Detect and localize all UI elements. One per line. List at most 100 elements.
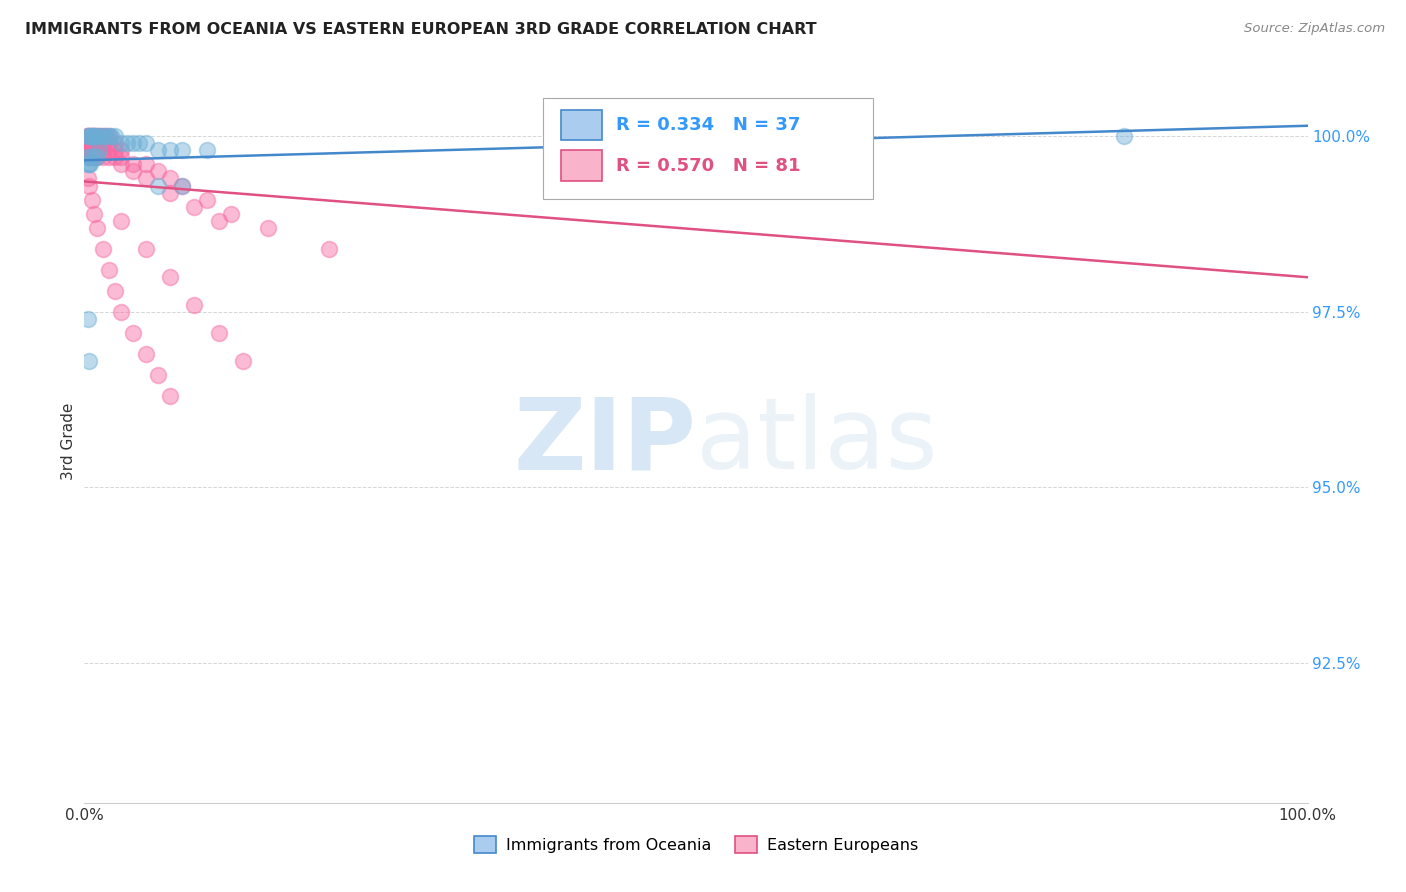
- Point: [86, 144, 108, 158]
- Point: [77, 136, 100, 151]
- Point: [82, 136, 104, 151]
- Point: [86, 151, 108, 165]
- Point: [104, 136, 127, 151]
- Point: [91, 129, 114, 144]
- Point: [77, 311, 100, 326]
- Point: [318, 242, 340, 256]
- Point: [80, 193, 103, 207]
- Point: [86, 151, 108, 165]
- Point: [79, 144, 101, 158]
- Point: [100, 129, 122, 144]
- Point: [77, 129, 100, 144]
- Point: [77, 151, 100, 165]
- Point: [97, 151, 120, 165]
- Point: [110, 144, 132, 158]
- Point: [135, 157, 157, 171]
- Point: [219, 206, 242, 220]
- Point: [91, 136, 114, 151]
- Point: [77, 354, 100, 368]
- Point: [91, 151, 114, 165]
- Point: [807, 129, 830, 144]
- Point: [172, 178, 194, 193]
- Point: [91, 242, 114, 256]
- Point: [122, 326, 145, 340]
- Text: atlas: atlas: [696, 393, 938, 490]
- Point: [77, 157, 100, 171]
- Point: [83, 129, 105, 144]
- Point: [97, 129, 120, 144]
- Point: [208, 326, 231, 340]
- Point: [172, 144, 194, 158]
- Point: [77, 144, 100, 158]
- Text: R = 0.570   N = 81: R = 0.570 N = 81: [616, 156, 801, 175]
- Point: [80, 144, 103, 158]
- Point: [77, 136, 100, 151]
- Point: [86, 136, 108, 151]
- Point: [77, 178, 100, 193]
- Point: [91, 144, 114, 158]
- Point: [77, 157, 100, 171]
- Point: [79, 151, 101, 165]
- Point: [79, 157, 101, 171]
- Point: [97, 136, 120, 151]
- Point: [77, 151, 100, 165]
- Text: ZIP: ZIP: [513, 393, 696, 490]
- Point: [77, 129, 100, 144]
- Point: [146, 368, 169, 382]
- Point: [76, 129, 98, 144]
- Point: [135, 136, 157, 151]
- Point: [80, 151, 103, 165]
- Point: [159, 171, 181, 186]
- Y-axis label: 3rd Grade: 3rd Grade: [60, 403, 76, 480]
- Point: [80, 136, 103, 151]
- Point: [93, 129, 115, 144]
- Point: [110, 136, 132, 151]
- Point: [77, 129, 100, 144]
- Point: [146, 144, 169, 158]
- Point: [104, 284, 127, 298]
- Point: [122, 136, 145, 151]
- Point: [80, 129, 103, 144]
- Legend: Immigrants from Oceania, Eastern Europeans: Immigrants from Oceania, Eastern Europea…: [467, 830, 925, 860]
- Point: [208, 213, 231, 227]
- Point: [195, 193, 218, 207]
- Point: [110, 213, 132, 227]
- Point: [159, 389, 181, 403]
- Point: [87, 129, 110, 144]
- Point: [135, 242, 157, 256]
- Point: [84, 129, 107, 144]
- Point: [80, 129, 103, 144]
- Point: [83, 129, 105, 144]
- FancyBboxPatch shape: [543, 98, 873, 200]
- Point: [110, 305, 132, 319]
- Point: [135, 171, 157, 186]
- Point: [747, 136, 769, 151]
- Point: [87, 144, 110, 158]
- Point: [83, 151, 105, 165]
- Point: [195, 144, 218, 158]
- Text: Source: ZipAtlas.com: Source: ZipAtlas.com: [1244, 22, 1385, 36]
- Point: [83, 144, 105, 158]
- Point: [159, 186, 181, 200]
- Point: [79, 151, 101, 165]
- Point: [104, 129, 127, 144]
- Point: [122, 157, 145, 171]
- Point: [86, 129, 108, 144]
- Point: [747, 136, 769, 151]
- Point: [82, 129, 104, 144]
- Point: [146, 164, 169, 178]
- Point: [115, 136, 138, 151]
- Point: [97, 262, 120, 277]
- Point: [110, 151, 132, 165]
- Point: [104, 144, 127, 158]
- Point: [122, 164, 145, 178]
- Point: [159, 144, 181, 158]
- Bar: [561, 110, 602, 140]
- Point: [79, 129, 101, 144]
- Point: [90, 129, 112, 144]
- Point: [86, 129, 108, 144]
- Point: [83, 136, 105, 151]
- Point: [1114, 129, 1136, 144]
- Point: [77, 171, 100, 186]
- Point: [232, 354, 254, 368]
